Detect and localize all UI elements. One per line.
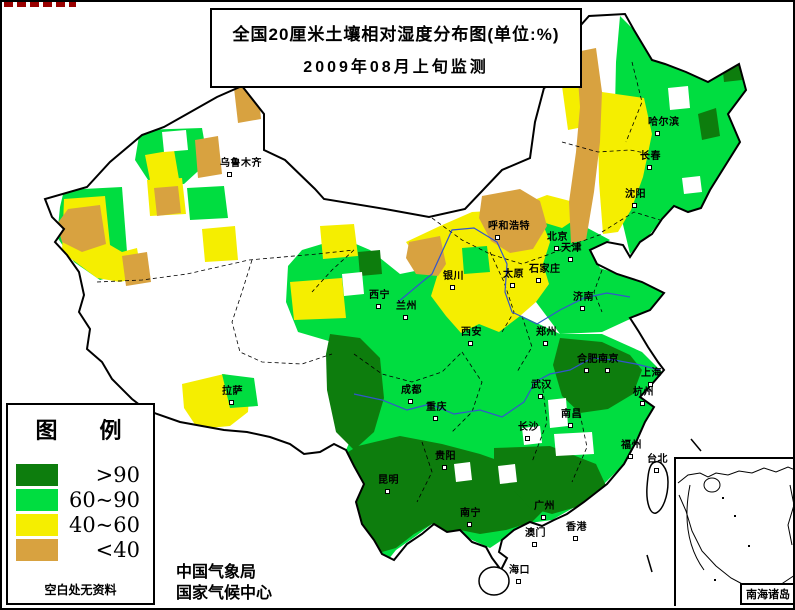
map-patch-w [454,462,472,482]
legend-row: 40~60 [16,513,144,537]
map-patch-dg [494,446,608,514]
legend-note: 空白处无资料 [44,583,117,597]
map-patch-y [202,226,238,262]
offshore-islands [646,438,702,573]
map-patch-g [462,246,490,274]
map-patch-dg [358,250,382,276]
map-patch-y [290,278,346,320]
map-patch-o [154,186,181,216]
inset-hainan [703,477,721,493]
map-patch-w [162,130,188,152]
map-subtitle: 2009年08月上旬监测 [303,58,489,76]
inset-island-dots [714,497,750,581]
legend-label: >90 [95,463,140,487]
map-patch-y [320,224,358,259]
legend-title: 图 例 [35,418,140,443]
legend-label: 60~90 [68,488,140,512]
attribution-line1: 中国气象局 [176,564,257,581]
legend-row: <40 [16,538,144,562]
corner-artifact [4,2,76,7]
province-borders [96,61,661,503]
rivers [353,227,661,418]
inset-label: 南海诸岛 [740,583,793,605]
inset-arc [686,484,705,571]
yangtze-river [353,357,661,418]
legend-items: >90 60~90 40~60 <40 [16,463,144,563]
map-patch-g [222,374,258,408]
inset-vietnam-coast [678,494,747,587]
legend-swatch [16,539,58,561]
legend-label: <40 [95,538,140,562]
map-title: 全国20厘米土壤相对湿度分布图(单位:%) [232,24,560,44]
hainan-island [478,566,510,596]
map-patch-g [187,186,228,220]
map-patch-o [57,205,106,252]
map-patch-o [122,252,151,286]
inset-philippines [787,484,793,546]
legend-swatch [16,489,58,511]
map-patch-g [614,16,746,254]
map-patch-w [668,86,690,110]
legend-swatch [16,464,58,486]
map-patch-o [569,48,602,243]
legend-swatch [16,514,58,536]
map-patch-y [598,92,652,234]
map-patch-w [548,398,568,428]
attribution-line2: 国家气候中心 [176,585,273,602]
yellow-river [397,227,631,325]
inset-coastline [677,466,793,484]
soil-moisture-patches [57,16,746,560]
map-patch-dg [553,338,642,413]
map-patch-w [554,432,594,456]
map-patch-dg [698,108,720,140]
legend-row: 60~90 [16,488,144,512]
map-patch-g [528,216,664,334]
title-box: 全国20厘米土壤相对湿度分布图(单位:%) 2009年08月上旬监测 [210,8,582,88]
south-china-sea-inset: 南海诸岛 [674,457,793,606]
map-patch-w [522,426,542,445]
attribution: 中国气象局 国家气候中心 [176,562,272,604]
taiwan-island [646,461,669,514]
map-patch-w [498,464,517,484]
map-patch-w [682,176,702,194]
legend-row: >90 [16,463,144,487]
map-patch-o [195,136,222,178]
map-patch-w [342,272,364,296]
legend-label: 40~60 [68,513,140,537]
map-patch-dg [326,334,384,450]
legend-box: 图 例 >90 60~90 40~60 <40 空白处无资料 [6,403,155,605]
